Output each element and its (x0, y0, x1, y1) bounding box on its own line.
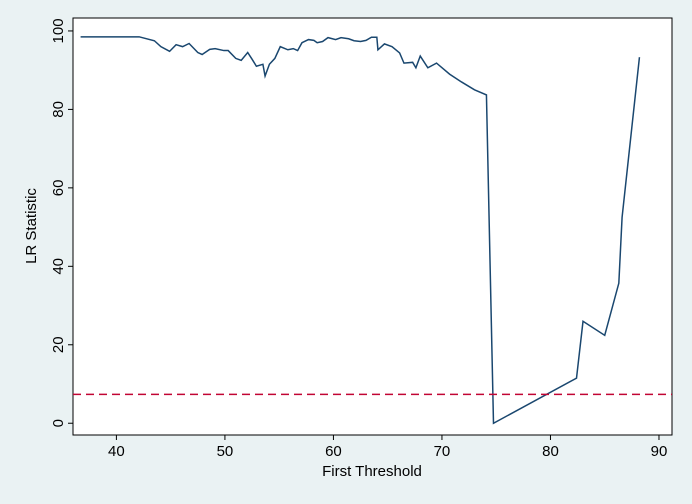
y-tick-label: 60 (50, 180, 67, 197)
y-tick-label: 100 (50, 18, 67, 43)
x-axis-label: First Threshold (322, 463, 422, 480)
x-tick-label: 70 (434, 443, 451, 460)
y-tick-label: 40 (50, 258, 67, 275)
x-tick-label: 80 (542, 443, 559, 460)
x-tick-label: 50 (217, 443, 234, 460)
y-axis-label: LR Statistic (23, 188, 40, 264)
x-tick-label: 90 (651, 443, 668, 460)
y-tick-label: 80 (50, 101, 67, 118)
x-tick-label: 60 (325, 443, 342, 460)
y-tick-label: 0 (50, 419, 67, 427)
data-line (80, 36, 641, 425)
y-tick-label: 20 (50, 336, 67, 353)
plot-area (72, 17, 673, 436)
x-tick-label: 40 (108, 443, 125, 460)
